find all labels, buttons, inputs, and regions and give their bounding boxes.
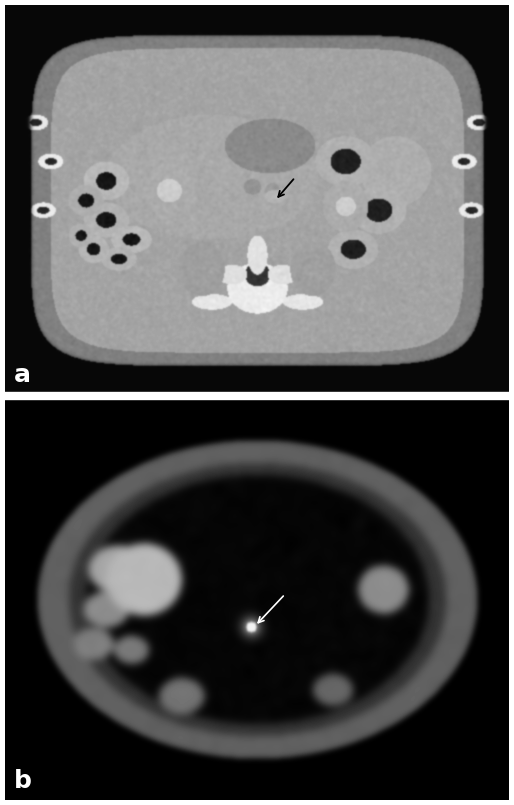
Text: b: b: [13, 769, 31, 792]
Text: a: a: [13, 364, 30, 387]
